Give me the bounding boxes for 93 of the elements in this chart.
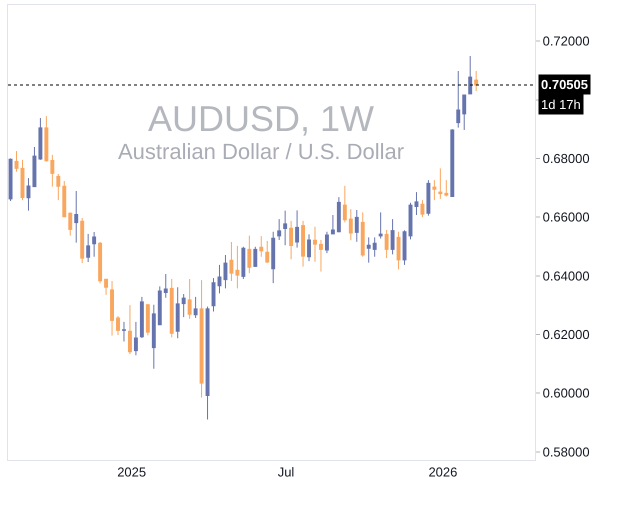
candlestick <box>330 214 335 235</box>
candlestick <box>176 286 180 339</box>
candlestick <box>218 264 222 294</box>
candlestick <box>104 278 108 296</box>
candlestick <box>390 218 395 255</box>
candlestick <box>420 200 424 218</box>
candlestick <box>26 178 30 212</box>
candlestick <box>56 173 60 201</box>
candlestick <box>241 246 246 280</box>
candlestick <box>283 210 288 246</box>
candlestick <box>200 280 204 398</box>
candlestick <box>253 246 258 268</box>
ref-line-label: 0.70505 <box>541 77 588 92</box>
candlestick <box>366 236 371 264</box>
candlestick <box>360 212 365 258</box>
candlestick <box>212 278 216 312</box>
candlestick <box>140 296 144 338</box>
candlestick <box>324 231 329 254</box>
candlestick <box>80 217 84 264</box>
candlestick <box>319 239 323 272</box>
candlestick <box>146 303 150 336</box>
candlestick <box>158 286 162 326</box>
candlestick <box>74 190 78 244</box>
candlestick <box>301 220 306 268</box>
candlestick <box>223 254 228 289</box>
candlestick <box>384 230 389 259</box>
candlestick <box>20 159 24 201</box>
candlestick <box>110 280 114 336</box>
candlestick <box>438 168 442 200</box>
y-tick-label: 0.62000 <box>542 326 590 342</box>
candlestick <box>432 180 436 201</box>
candlestick <box>32 146 36 188</box>
candlestick <box>378 212 383 240</box>
candlestick <box>414 192 418 216</box>
candlestick <box>402 230 406 266</box>
candlestick <box>14 150 18 172</box>
y-tick-label: 0.66000 <box>542 210 590 225</box>
candlestick <box>44 116 48 162</box>
candlestick <box>62 180 66 218</box>
candlestick <box>444 180 448 198</box>
candlestick <box>134 321 138 356</box>
candlestick <box>206 306 210 420</box>
candlestick <box>313 226 317 262</box>
candlestick <box>98 242 102 284</box>
candlestick <box>348 208 353 241</box>
candlestick <box>164 274 168 298</box>
candlestick <box>342 185 347 223</box>
candlestick <box>307 234 311 262</box>
candlestick <box>474 70 478 92</box>
candlestick <box>116 315 120 336</box>
candlestick <box>235 245 240 289</box>
candlestick <box>456 70 460 128</box>
candlestick <box>462 94 466 130</box>
y-tick-label: 0.58000 <box>542 444 590 460</box>
text: 1d 17h <box>541 97 581 112</box>
candlestick <box>426 180 430 216</box>
candlestick <box>354 210 359 242</box>
candlestick <box>396 231 401 270</box>
candlestick <box>122 321 126 342</box>
text: AUDUSD, 1W <box>148 98 374 139</box>
candlestick <box>450 128 454 198</box>
candlestick <box>128 304 132 355</box>
candlestick <box>295 210 300 248</box>
candlestick <box>68 212 72 236</box>
x-tick-label: 2026 <box>428 464 458 480</box>
y-tick-label: 0.64000 <box>542 268 590 284</box>
candlestick <box>50 154 54 188</box>
candlestick <box>170 278 174 338</box>
candlestick <box>182 293 186 318</box>
candlestick <box>38 117 42 160</box>
x-tick-label: 2025 <box>117 464 146 480</box>
y-tick-label: 0.72000 <box>542 34 590 49</box>
candlestick <box>188 278 192 320</box>
candlestick <box>289 220 294 260</box>
candlestick <box>8 158 13 202</box>
candlestick <box>152 304 156 370</box>
candlestick <box>265 240 270 264</box>
candlestick <box>194 296 198 319</box>
y-tick-label: 0.60000 <box>542 386 590 401</box>
candlestick <box>468 56 472 94</box>
text: Australian Dollar / U.S. Dollar <box>118 139 404 164</box>
candlestick <box>247 235 252 274</box>
y-tick-label: 0.68000 <box>542 150 590 166</box>
candlestick <box>271 231 276 284</box>
candlestick <box>86 233 90 262</box>
x-tick-label: Jul <box>278 464 294 480</box>
candlestick <box>229 242 234 282</box>
candlestick <box>336 196 341 233</box>
candlestick <box>408 202 412 240</box>
candlestick <box>259 236 264 258</box>
candlestick <box>277 218 282 240</box>
candlestick <box>92 232 96 258</box>
candlestick <box>372 236 377 258</box>
